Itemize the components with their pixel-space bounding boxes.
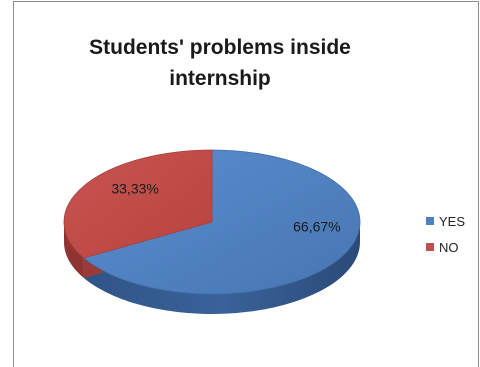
pie-side-no — [64, 222, 84, 278]
pie-data-labels: 66,67% 33,33% — [111, 180, 340, 234]
chart-title: Students' problems inside internship — [89, 36, 351, 90]
legend-swatch-yes — [426, 217, 434, 225]
legend-label-no: NO — [439, 239, 459, 255]
pie-side-yes — [83, 222, 360, 315]
data-label-yes: 66,67% — [293, 219, 340, 235]
pie-slice-no — [63, 149, 213, 259]
legend-swatch-no — [426, 243, 434, 251]
legend-item-no: NO — [426, 234, 465, 260]
data-label-no: 33,33% — [111, 180, 158, 196]
legend: YES NO — [426, 208, 465, 260]
legend-item-yes: YES — [426, 208, 465, 234]
legend-label-yes: YES — [439, 213, 466, 229]
pie-slice-yes — [82, 149, 361, 295]
pie-slices — [63, 149, 361, 315]
